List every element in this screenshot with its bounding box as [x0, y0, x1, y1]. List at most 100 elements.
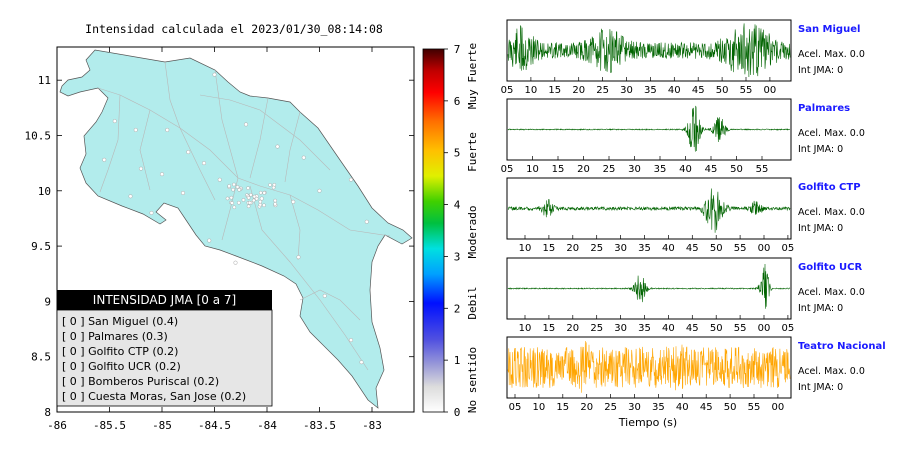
station-marker: [128, 194, 133, 199]
colorbar-ticks: 0 1 2 3 4 5 6 7: [444, 43, 461, 419]
seismogram-tick-label: 30: [614, 243, 627, 254]
urban-marker: [232, 205, 237, 210]
seismogram-tick-label: 05: [509, 402, 522, 413]
colorbar-label-no-sentido: No sentido: [466, 347, 479, 413]
urban-marker: [241, 198, 246, 202]
station-marker: [159, 172, 165, 177]
colorbar-tick-label: 0: [454, 406, 461, 419]
station-marker: [348, 177, 354, 182]
seismogram-tick-label: 15: [556, 402, 569, 413]
seismogram-tick-label: 20: [566, 243, 579, 254]
seismogram-waveform: [507, 188, 791, 233]
station-marker: [165, 127, 170, 133]
seismogram-tick-label: 10: [526, 164, 539, 175]
seismogram-tick-label: 25: [596, 85, 609, 96]
seismogram-tick-label: 50: [730, 164, 743, 175]
map-x-tick-label: -85.5: [93, 419, 126, 432]
urban-marker: [252, 194, 257, 199]
seismogram-tick-label: 00: [772, 402, 785, 413]
map-title: Intensidad calculada el 2023/01/30_08:14…: [85, 22, 383, 36]
seismogram-tick-label: 20: [580, 402, 593, 413]
map-y-tick-label: 9: [44, 295, 51, 308]
colorbar-tick-label: 1: [454, 354, 461, 367]
seismogram-tick-label: 05: [501, 85, 514, 96]
urban-marker: [237, 200, 241, 205]
seismogram-waveform: [507, 263, 791, 309]
station-marker: [317, 188, 322, 193]
map-panel: -86 -85.5 -85 -84.5 -84 -83.5 -83 11 10.5 10 9.5 9…: [25, 46, 415, 432]
urban-marker: [262, 203, 266, 208]
urban-marker: [251, 198, 256, 203]
seismogram-tick-label: 55: [734, 323, 747, 334]
colorbar-label-muy-fuerte: Muy Fuerte: [466, 43, 479, 109]
map-y-tick-label: 11: [38, 74, 51, 87]
seismogram-waveform: [507, 340, 791, 393]
urban-marker: [246, 195, 251, 200]
seismogram-tick-label: 00: [758, 323, 771, 334]
station-name: Golfito UCR: [798, 262, 863, 273]
station-marker: [180, 190, 186, 196]
seismogram-tick-label: 00: [764, 85, 777, 96]
map-x-tick-label: -86: [47, 419, 67, 432]
seismogram-tick-label: 55: [748, 402, 761, 413]
station-name: Teatro Nacional: [798, 341, 886, 352]
map-x-axis: -86 -85.5 -85 -84.5 -84 -83.5 -83: [47, 47, 382, 432]
station-max-accel: Acel. Max. 0.0: [798, 128, 865, 139]
station-marker: [243, 122, 249, 127]
seismogram-tick-label: 10: [519, 243, 532, 254]
urban-marker: [229, 195, 234, 200]
urban-marker: [254, 196, 259, 201]
colorbar-label-debil: Debil: [466, 286, 479, 319]
seismogram-tick-label: 30: [614, 323, 627, 334]
seismogram-tick-label: 05: [782, 243, 795, 254]
seismogram-tick-label: 15: [543, 323, 556, 334]
station-marker: [207, 238, 212, 243]
seismogram-tick-label: 00: [758, 243, 771, 254]
station-jma-intensity: Int JMA: 0: [798, 223, 843, 234]
seismogram-tick-label: 50: [710, 243, 723, 254]
legend-title: INTENSIDAD JMA [0 a 7]: [93, 293, 236, 307]
station-marker: [259, 196, 264, 201]
station-name: Golfito CTP: [798, 182, 861, 193]
seismogram-tick-label: 25: [604, 402, 617, 413]
map-x-tick-label: -84.5: [198, 419, 231, 432]
seismogram-tick-label: 40: [668, 85, 681, 96]
seismogram-tick-label: 35: [638, 243, 651, 254]
urban-marker: [268, 183, 272, 187]
colorbar-tick-label: 3: [454, 250, 461, 263]
seismogram-tick-label: 30: [628, 402, 641, 413]
station-max-accel: Acel. Max. 0.0: [798, 49, 865, 60]
seismogram-tick-label: 25: [603, 164, 616, 175]
seismogram-tick-label: 40: [679, 164, 692, 175]
seismogram-tick-label: 10: [519, 323, 532, 334]
station-markers: [102, 72, 369, 365]
station-marker: [364, 219, 369, 224]
urban-marker: [247, 200, 252, 205]
map-y-tick-label: 9.5: [31, 240, 51, 253]
seismogram-waveform: [507, 23, 791, 78]
colorbar-label-fuerte: Fuerte: [466, 132, 479, 172]
urban-marker: [258, 199, 263, 204]
map-y-tick-label: 8: [44, 406, 51, 419]
station-marker: [233, 260, 238, 265]
station-marker: [102, 157, 107, 162]
urban-marker: [273, 198, 277, 203]
intensity-legend: INTENSIDAD JMA [0 a 7] [ 0 ] San Miguel …: [56, 290, 273, 407]
seismogram-tick-label: 40: [662, 323, 675, 334]
seismogram-tick-label: 10: [533, 402, 546, 413]
station-max-accel: Acel. Max. 0.0: [798, 287, 865, 298]
seismogram-tick-label: 35: [644, 85, 657, 96]
colorbar-tick-label: 4: [454, 199, 461, 212]
urban-marker: [235, 185, 240, 189]
seismogram-tick-label: 35: [638, 323, 651, 334]
seismogram-tick-label: 35: [654, 164, 667, 175]
seismogram-tick-label: 45: [686, 243, 699, 254]
urban-marker: [258, 202, 263, 207]
station-jma-intensity: Int JMA: 0: [798, 144, 843, 155]
station-marker: [359, 360, 364, 365]
map-x-tick-label: -83: [362, 419, 382, 432]
seismogram-tick-label: 55: [756, 164, 769, 175]
legend-entry: [ 0 ] Palmares (0.3): [62, 330, 168, 343]
seismogram-tick-label: 45: [686, 323, 699, 334]
